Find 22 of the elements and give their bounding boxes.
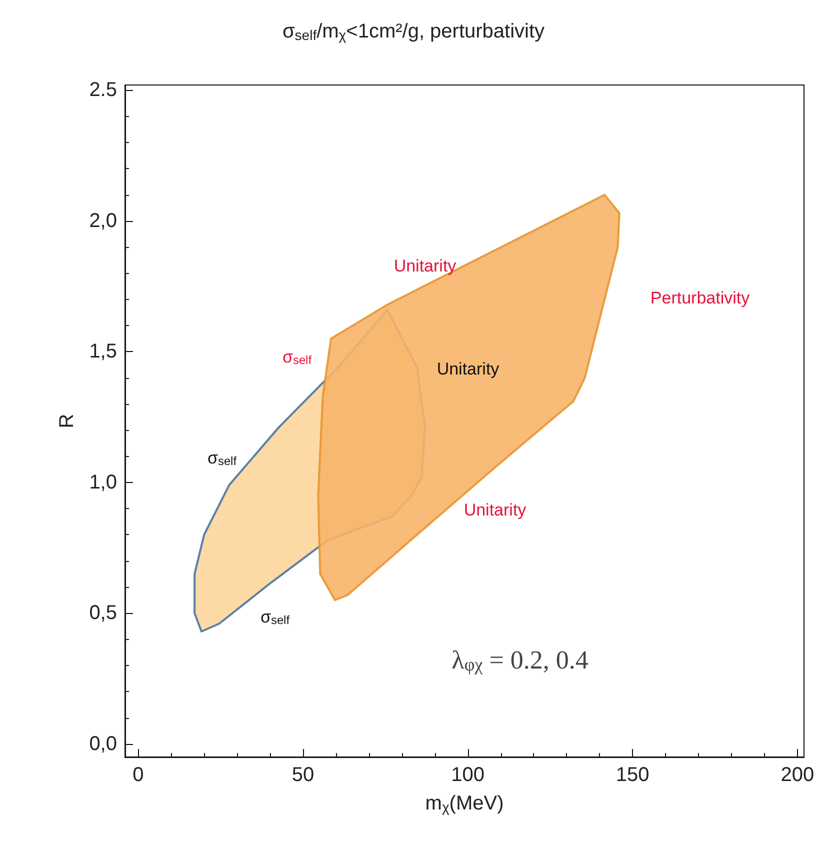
x-tick-label: 200 (780, 764, 814, 786)
annotation: Unitarity (394, 256, 457, 276)
annotation: σself (260, 608, 290, 627)
y-tick-label: 1,5 (89, 340, 117, 363)
annotation: σself (282, 348, 312, 367)
y-tick-label: 0,0 (89, 732, 117, 755)
annotation: σself (208, 448, 238, 468)
y-tick-label: 0,5 (89, 602, 117, 624)
y-tick-label: 2.5 (89, 79, 117, 102)
annotation: λφχ = 0.2, 0.4 (452, 646, 588, 675)
x-tick-label: 50 (292, 764, 314, 786)
x-tick-label: 100 (451, 764, 484, 786)
annotation: Unitarity (464, 500, 527, 520)
y-tick-label: 1,0 (89, 471, 117, 494)
annotation: Unitarity (436, 360, 500, 378)
x-axis-title: mχ(MeV) (425, 792, 504, 815)
y-tick-label: 2,0 (89, 210, 117, 232)
x-tick-label: 150 (616, 764, 650, 786)
x-tick-label: 0 (132, 764, 144, 786)
y-axis-title: R (56, 414, 78, 428)
chart-title: σself/mχ<1cm²/g, perturbativity (282, 20, 545, 43)
annotation: Perturbativity (650, 288, 750, 308)
